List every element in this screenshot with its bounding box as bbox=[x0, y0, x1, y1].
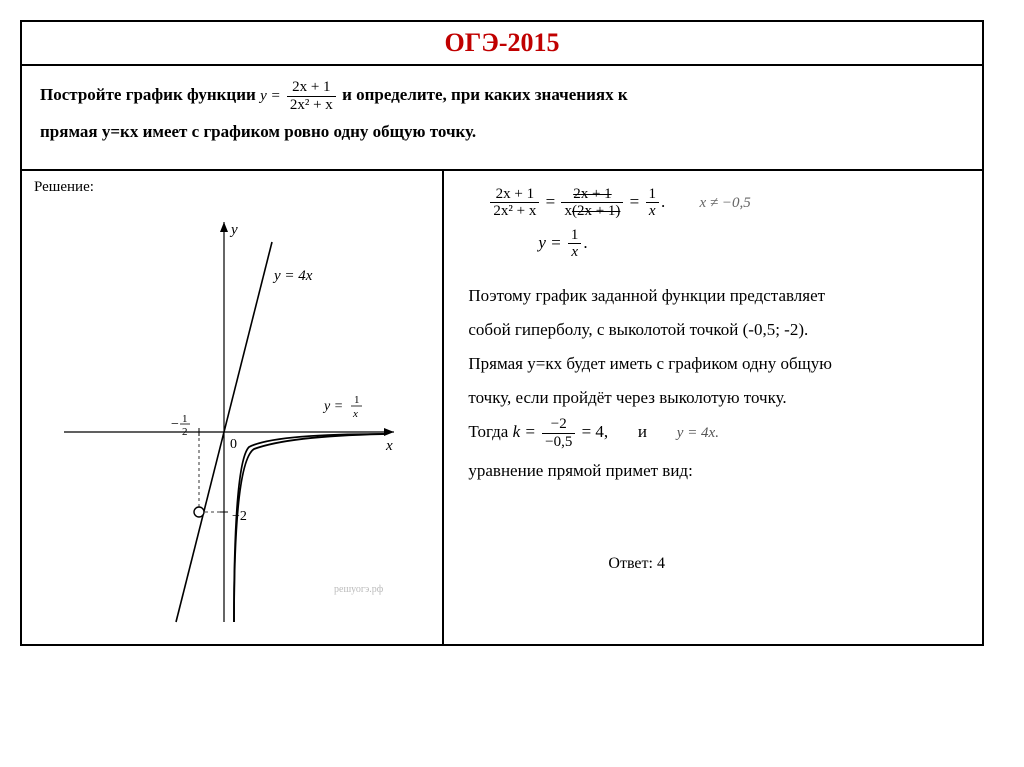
domain-condition: x ≠ −0,5 bbox=[700, 195, 751, 211]
explanation-p1: Поэтому график заданной функции представ… bbox=[468, 279, 964, 313]
half-num: 1 bbox=[182, 413, 188, 425]
title-row: ОГЭ-2015 bbox=[22, 22, 982, 66]
removed-point-icon bbox=[194, 507, 204, 517]
curve-frac-num: 1 bbox=[354, 394, 360, 406]
origin-label: 0 bbox=[230, 437, 237, 452]
explanation-p4: точку, если пройдёт через выколотую точк… bbox=[468, 381, 964, 415]
formula-y-equals: y = bbox=[260, 88, 281, 104]
problem-statement: Постройте график функции y = 2x + 1 2x² … bbox=[22, 66, 982, 171]
minus-half-label: − bbox=[171, 417, 179, 432]
step2: y = 1 x . bbox=[538, 226, 964, 261]
explanation-p2: собой гиперболу, с выколотой точкой (-0,… bbox=[468, 313, 964, 347]
curve-label-text: y = bbox=[322, 399, 343, 414]
x-axis-arrow bbox=[384, 428, 394, 436]
step1-frac1: 2x + 1 2x² + x bbox=[490, 186, 539, 220]
frac-denominator: 2x² + x bbox=[287, 97, 336, 114]
solution-row: Решение: y x 0 y = 4x bbox=[22, 171, 982, 644]
minus2-label: −2 bbox=[232, 509, 247, 524]
solution-right-column: 2x + 1 2x² + x = 2x + 1 x(2x + 1) = 1 x … bbox=[444, 171, 982, 644]
step1: 2x + 1 2x² + x = 2x + 1 x(2x + 1) = 1 x … bbox=[488, 185, 964, 220]
watermark: решуогэ.рф bbox=[334, 584, 384, 595]
step2-frac: 1 x bbox=[568, 227, 582, 261]
explanation-p3: Прямая у=кх будет иметь с графиком одну … bbox=[468, 347, 964, 381]
solution-left-column: Решение: y x 0 y = 4x bbox=[22, 171, 444, 644]
frac-numerator: 2x + 1 bbox=[287, 79, 336, 97]
problem-text-1b: и определите, при каких значениях к bbox=[342, 85, 628, 104]
y-axis-label: y bbox=[229, 222, 238, 238]
x-axis-label: x bbox=[385, 438, 393, 454]
y-axis-arrow bbox=[220, 222, 228, 232]
graph-container: y x 0 y = 4x y = 1 x − bbox=[34, 202, 414, 632]
curve-frac-den: x bbox=[352, 408, 358, 420]
answer-label: Ответ: 4 bbox=[608, 548, 964, 580]
line-equation: y = 4x. bbox=[677, 425, 719, 441]
k-fraction: −2 −0,5 bbox=[542, 416, 575, 450]
step1-frac2: 2x + 1 x(2x + 1) bbox=[561, 186, 623, 220]
problem-text-2: прямая у=кх имеет с графиком ровно одну … bbox=[40, 122, 476, 141]
explanation-then: Тогда k = −2 −0,5 = 4, и y = 4x. bbox=[468, 415, 964, 450]
step1-result: 1 x bbox=[646, 186, 660, 220]
graph-svg: y x 0 y = 4x y = 1 x − bbox=[34, 202, 414, 632]
problem-text-1a: Постройте график функции bbox=[40, 85, 260, 104]
worksheet-page: ОГЭ-2015 Постройте график функции y = 2x… bbox=[20, 20, 984, 646]
solution-label: Решение: bbox=[34, 179, 430, 196]
page-title: ОГЭ-2015 bbox=[444, 28, 559, 57]
line-label: y = 4x bbox=[272, 268, 313, 284]
half-den: 2 bbox=[182, 426, 188, 438]
explanation-p5: уравнение прямой примет вид: bbox=[468, 454, 964, 488]
problem-fraction: 2x + 1 2x² + x bbox=[287, 79, 336, 113]
